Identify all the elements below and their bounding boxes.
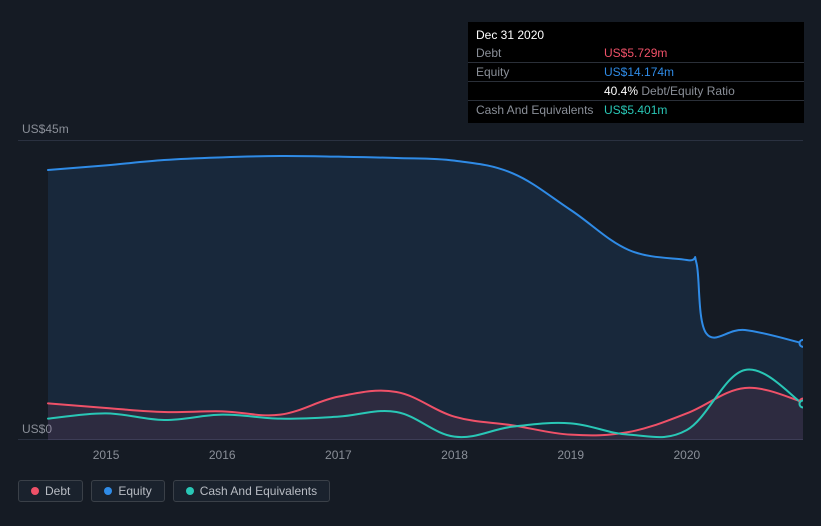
tooltip-row: EquityUS$14.174m — [468, 63, 804, 82]
tooltip-row: Cash And EquivalentsUS$5.401m — [468, 101, 804, 119]
legend-item[interactable]: Debt — [18, 480, 83, 502]
tooltip-label — [476, 84, 604, 98]
x-tick: 2020 — [673, 448, 700, 462]
tooltip: Dec 31 2020 DebtUS$5.729mEquityUS$14.174… — [468, 22, 804, 123]
x-tick: 2015 — [93, 448, 120, 462]
tooltip-date: Dec 31 2020 — [468, 26, 804, 44]
legend-dot — [186, 487, 194, 495]
tooltip-row: 40.4% Debt/Equity Ratio — [468, 82, 804, 101]
x-tick: 2019 — [557, 448, 584, 462]
tooltip-value: 40.4% Debt/Equity Ratio — [604, 84, 735, 98]
y-max-label: US$45m — [22, 122, 69, 136]
legend: Debt Equity Cash And Equivalents — [18, 480, 330, 502]
tooltip-label: Cash And Equivalents — [476, 103, 604, 117]
tooltip-value: US$5.729m — [604, 46, 667, 60]
x-tick: 2016 — [209, 448, 236, 462]
legend-label: Debt — [45, 484, 70, 498]
tooltip-row: DebtUS$5.729m — [468, 44, 804, 63]
tooltip-label: Equity — [476, 65, 604, 79]
chart-area[interactable] — [18, 140, 803, 440]
legend-label: Cash And Equivalents — [200, 484, 317, 498]
tooltip-value: US$5.401m — [604, 103, 667, 117]
legend-item[interactable]: Equity — [91, 480, 164, 502]
tooltip-value: US$14.174m — [604, 65, 674, 79]
tooltip-label: Debt — [476, 46, 604, 60]
legend-label: Equity — [118, 484, 151, 498]
legend-item[interactable]: Cash And Equivalents — [173, 480, 330, 502]
x-tick: 2018 — [441, 448, 468, 462]
legend-dot — [104, 487, 112, 495]
x-tick: 2017 — [325, 448, 352, 462]
legend-dot — [31, 487, 39, 495]
chart-svg — [18, 140, 803, 440]
